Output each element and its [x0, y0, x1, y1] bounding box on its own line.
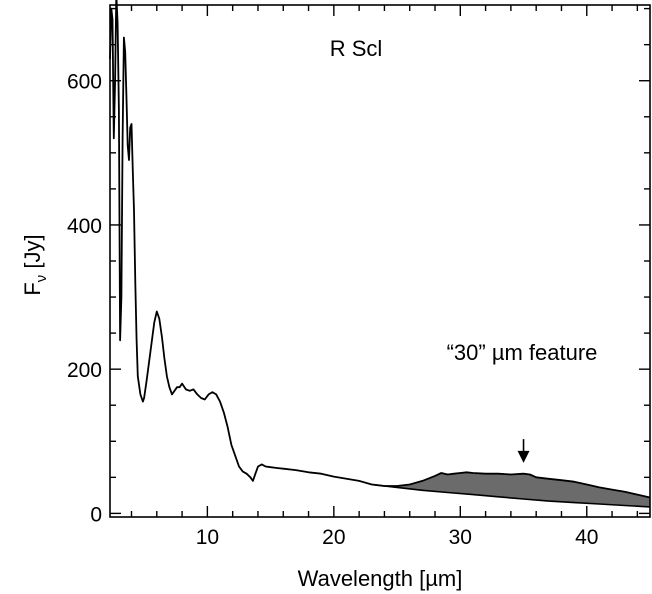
feature-shading: [371, 472, 650, 507]
y-axis-title-main: F: [20, 282, 45, 295]
plot-frame: [109, 4, 651, 518]
annotation-arrow-head: [517, 450, 530, 463]
chart-title: R Scl: [330, 36, 383, 61]
x-tick-label: 30: [449, 526, 472, 549]
x-tick-label: 40: [575, 526, 598, 549]
spectrum-line: [109, 0, 651, 499]
y-axis-title-sub: ν: [33, 275, 50, 283]
y-axis-title-unit: [Jy]: [20, 234, 45, 274]
feature-annotation: “30” µm feature: [447, 340, 598, 365]
x-tick-label: 20: [322, 526, 345, 549]
continuum-line: [371, 483, 651, 508]
y-axis-title: Fν [Jy]: [20, 234, 50, 295]
y-tick-label: 400: [67, 215, 102, 238]
x-axis-title: Wavelength [µm]: [298, 566, 463, 591]
y-tick-label: 200: [67, 359, 102, 382]
x-tick-label: 10: [196, 526, 219, 549]
y-tick-label: 600: [67, 71, 102, 94]
y-tick-label: 0: [90, 503, 102, 526]
axis-ticks: [110, 5, 650, 517]
